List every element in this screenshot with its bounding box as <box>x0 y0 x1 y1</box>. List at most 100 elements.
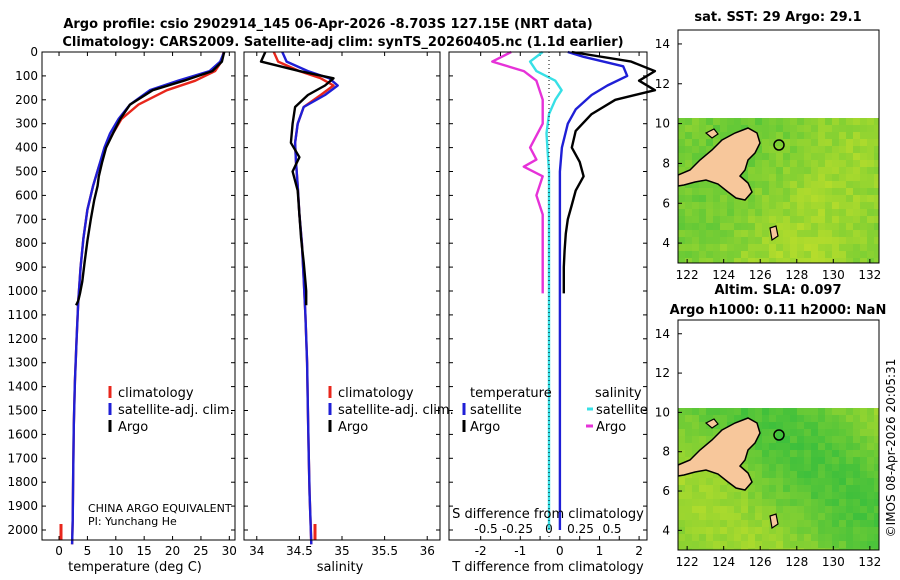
field-cell <box>860 541 867 548</box>
field-cell <box>860 478 867 485</box>
field-cell <box>685 415 692 422</box>
field-cell <box>874 160 879 167</box>
field-cell <box>867 230 874 237</box>
field-cell <box>839 506 846 513</box>
field-cell <box>762 485 769 492</box>
field-cell <box>874 181 879 188</box>
field-cell <box>846 139 853 146</box>
field-cell <box>811 139 818 146</box>
series-line-t-satellite <box>558 50 629 530</box>
field-cell <box>832 534 839 541</box>
field-cell <box>825 174 832 181</box>
field-cell <box>727 258 734 263</box>
field-cell <box>874 443 879 450</box>
field-cell <box>846 181 853 188</box>
field-cell <box>846 258 853 263</box>
field-cell <box>776 527 783 534</box>
field-cell <box>720 499 727 506</box>
sst-map-tick-labels: 122 124 126 128 130 132 4 6 8 10 12 14 <box>655 37 882 282</box>
field-cell <box>846 548 853 550</box>
field-cell <box>678 237 685 244</box>
field-cell <box>685 160 692 167</box>
legend-label-argo: Argo <box>118 420 148 435</box>
field-cell <box>853 478 860 485</box>
field-cell <box>790 146 797 153</box>
field-cell <box>748 209 755 216</box>
field-cell <box>713 485 720 492</box>
field-cell <box>839 443 846 450</box>
field-cell <box>860 153 867 160</box>
field-cell <box>776 506 783 513</box>
field-cell <box>769 244 776 251</box>
field-cell <box>692 534 699 541</box>
field-cell <box>769 534 776 541</box>
field-cell <box>762 118 769 125</box>
field-cell <box>846 492 853 499</box>
field-cell <box>790 499 797 506</box>
field-cell <box>734 258 741 263</box>
field-cell <box>692 132 699 139</box>
field-cell <box>713 195 720 202</box>
field-cell <box>874 415 879 422</box>
field-cell <box>832 181 839 188</box>
field-cell <box>860 520 867 527</box>
field-cell <box>825 167 832 174</box>
field-cell <box>699 132 706 139</box>
field-cell <box>692 230 699 237</box>
field-cell <box>874 534 879 541</box>
field-cell <box>783 422 790 429</box>
field-cell <box>762 527 769 534</box>
field-cell <box>769 450 776 457</box>
field-cell <box>783 223 790 230</box>
field-cell <box>818 457 825 464</box>
field-cell <box>720 506 727 513</box>
legend-temperature-title: temperature <box>470 386 552 401</box>
field-cell <box>776 202 783 209</box>
field-cell <box>860 499 867 506</box>
field-cell <box>685 251 692 258</box>
sst-map-axes-box <box>677 29 880 264</box>
series-line-argo <box>75 51 226 306</box>
field-cell <box>713 258 720 263</box>
field-cell <box>867 464 874 471</box>
field-cell <box>678 118 685 125</box>
field-cell <box>804 485 811 492</box>
field-cell <box>874 132 879 139</box>
field-cell <box>720 195 727 202</box>
field-cell <box>762 258 769 263</box>
field-cell <box>783 443 790 450</box>
field-cell <box>825 464 832 471</box>
field-cell <box>762 471 769 478</box>
field-cell <box>867 188 874 195</box>
field-cell <box>839 167 846 174</box>
field-cell <box>818 478 825 485</box>
field-cell <box>874 237 879 244</box>
field-cell <box>783 499 790 506</box>
field-cell <box>797 132 804 139</box>
field-cell <box>853 485 860 492</box>
field-cell <box>678 499 685 506</box>
sst-map-nodata <box>678 30 879 118</box>
field-cell <box>769 506 776 513</box>
field-cell <box>769 209 776 216</box>
field-cell <box>790 139 797 146</box>
field-cell <box>839 422 846 429</box>
field-cell <box>720 125 727 132</box>
field-cell <box>797 471 804 478</box>
field-cell <box>713 527 720 534</box>
field-cell <box>727 492 734 499</box>
field-cell <box>762 251 769 258</box>
depth-tick-label: 900 <box>15 260 38 274</box>
field-cell <box>790 457 797 464</box>
field-cell <box>685 258 692 263</box>
field-cell <box>741 506 748 513</box>
field-cell <box>846 527 853 534</box>
field-cell <box>867 244 874 251</box>
field-cell <box>762 174 769 181</box>
field-cell <box>755 520 762 527</box>
field-cell <box>769 118 776 125</box>
field-cell <box>825 471 832 478</box>
field-cell <box>853 223 860 230</box>
field-cell <box>776 209 783 216</box>
field-cell <box>734 125 741 132</box>
